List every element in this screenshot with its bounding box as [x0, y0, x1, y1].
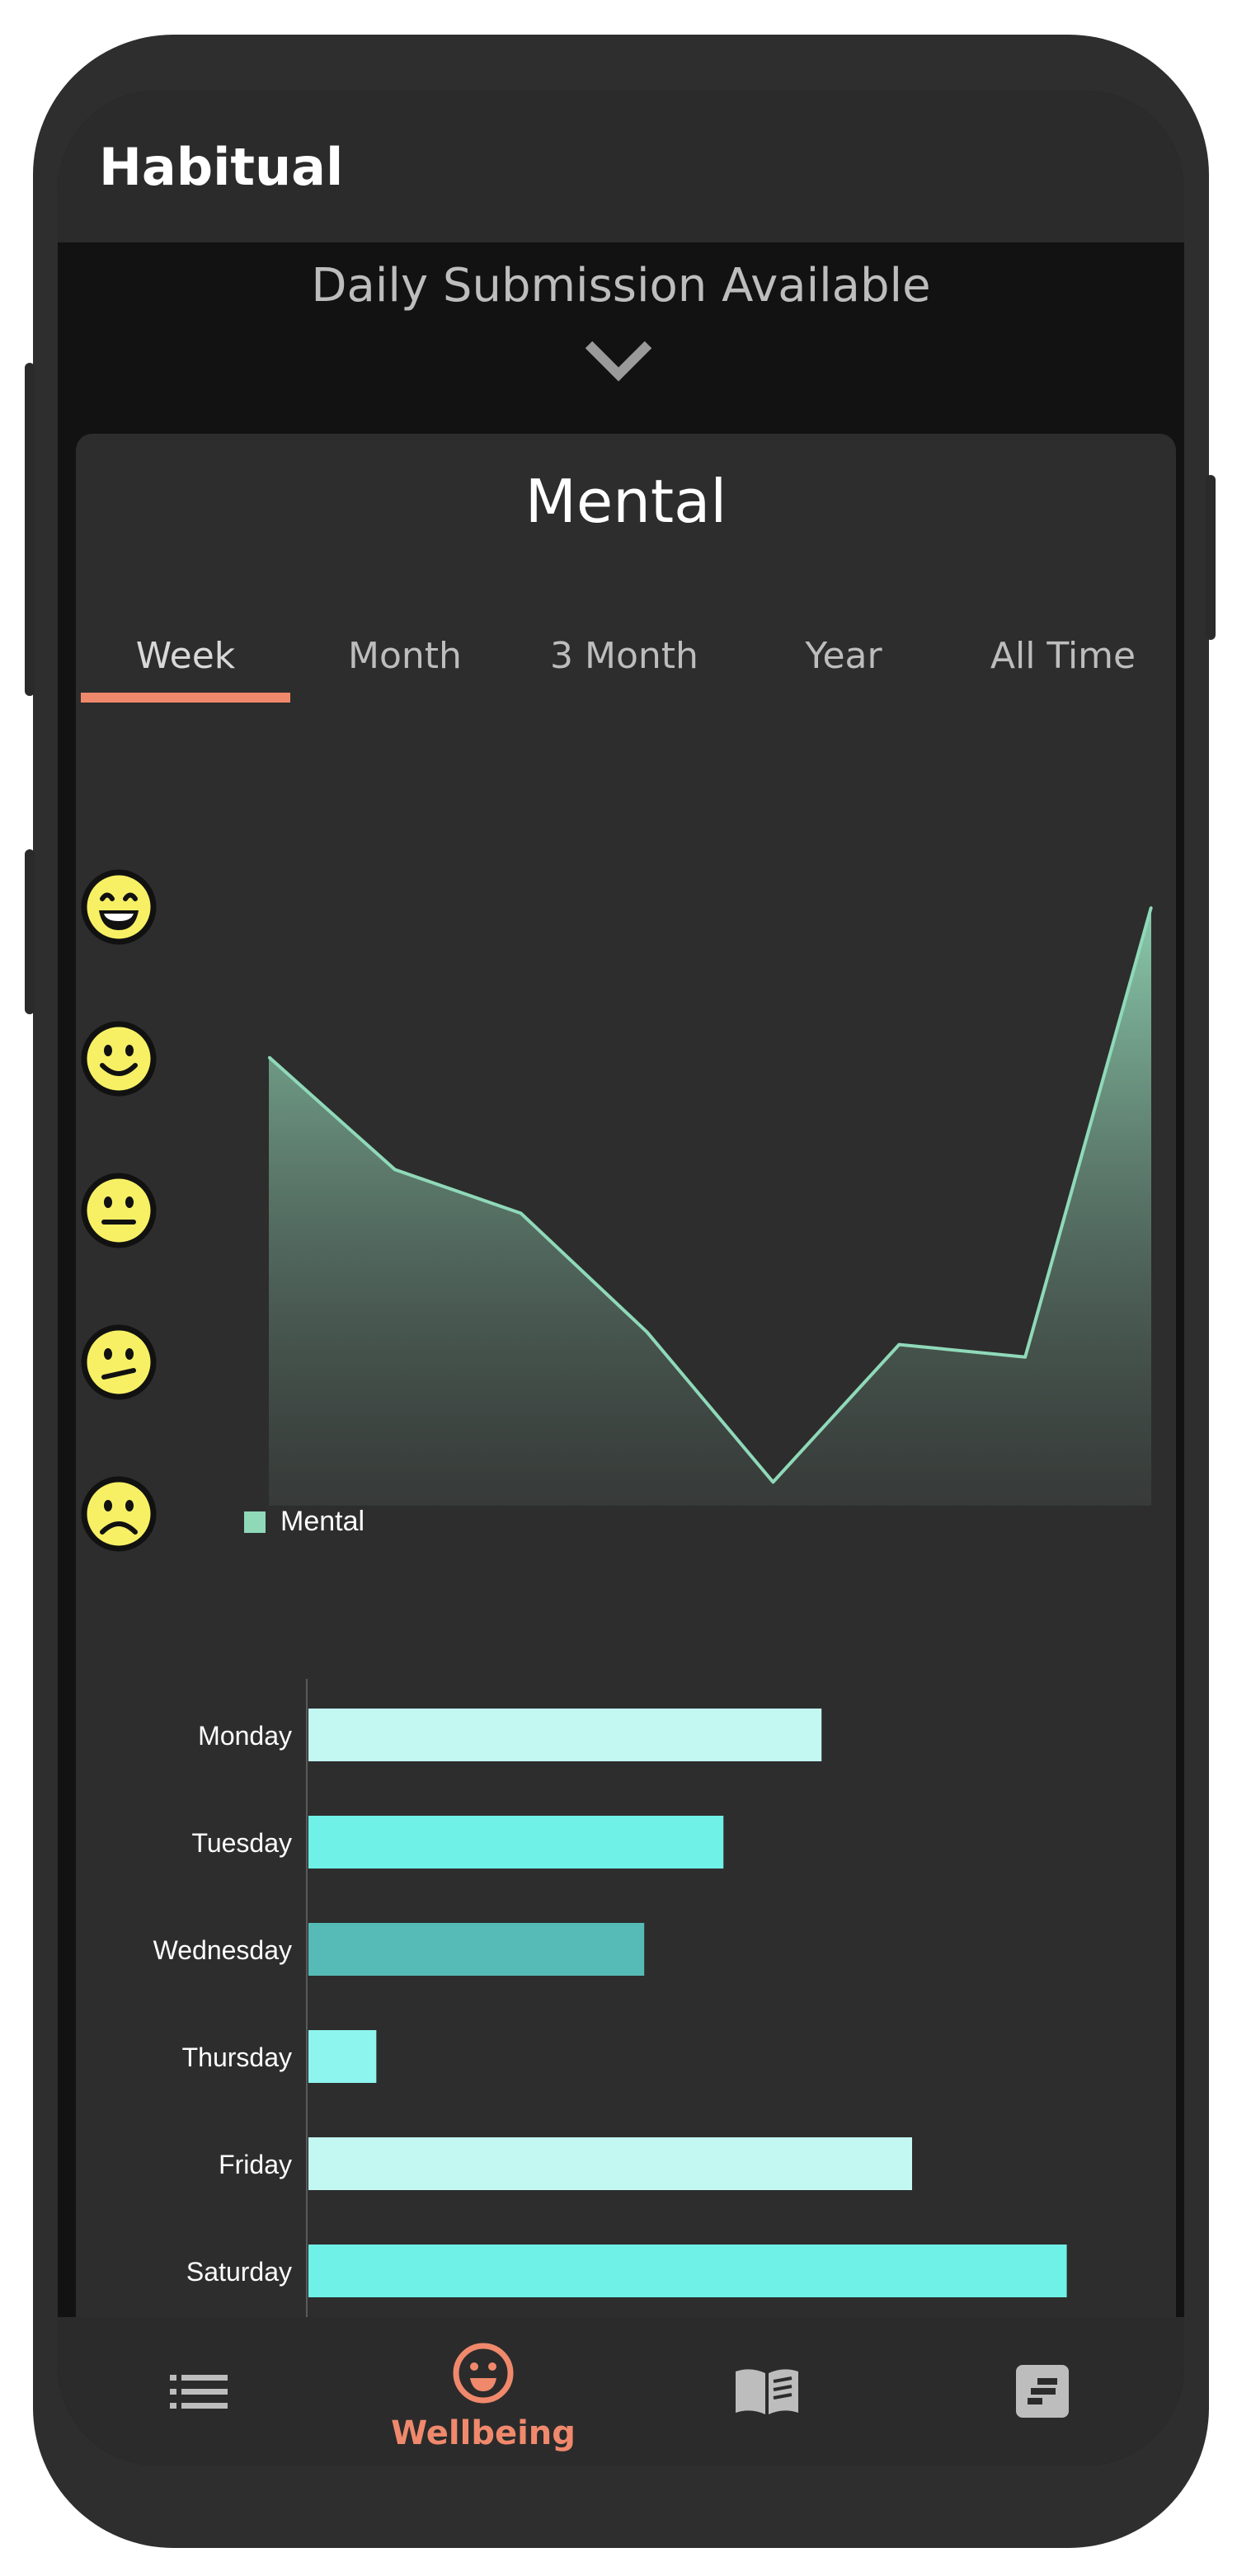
- chart-legend: Mental: [244, 1506, 365, 1538]
- phone-screen: Habitual Daily Submission Available Ment…: [58, 91, 1184, 2466]
- time-range-tabs: Week Month 3 Month Year All Time: [81, 617, 1171, 703]
- mental-chart-card: Mental Week Month 3 Month Year All Time: [76, 434, 1176, 2413]
- smiley-icon: [453, 2343, 514, 2404]
- volume-down-button: [25, 849, 35, 1014]
- frowning-face-icon: [81, 1476, 157, 1552]
- nav-item-notes[interactable]: [904, 2317, 1184, 2466]
- legend-label: Mental: [280, 1506, 365, 1537]
- bar-wednesday: [308, 1923, 645, 1976]
- mental-data-point: [772, 1481, 774, 1483]
- app-title: Habitual: [99, 137, 344, 197]
- daily-submission-text: Daily Submission Available: [311, 259, 931, 313]
- tab-month[interactable]: Month: [300, 617, 510, 696]
- legend-swatch-mental: [244, 1511, 266, 1533]
- app-bar: Habitual: [58, 91, 1184, 242]
- bar-label-wednesday: Wednesday: [153, 1935, 292, 1965]
- mental-data-point: [1150, 906, 1152, 908]
- mental-data-point: [268, 1055, 270, 1058]
- chevron-down-icon[interactable]: [584, 338, 653, 383]
- mental-data-point: [1024, 1356, 1027, 1358]
- tab-3-month[interactable]: 3 Month: [520, 617, 729, 696]
- daily-submission-banner[interactable]: Daily Submission Available: [58, 242, 1184, 429]
- grinning-face-icon: [81, 869, 157, 945]
- mental-data-point: [393, 1168, 396, 1171]
- bar-label-saturday: Saturday: [186, 2257, 292, 2287]
- smiling-face-icon: [81, 1021, 157, 1097]
- slightly-unhappy-face-icon: [81, 1324, 157, 1400]
- bar-label-friday: Friday: [219, 2150, 292, 2179]
- bar-label-monday: Monday: [198, 1721, 292, 1751]
- tab-all-time[interactable]: All Time: [958, 617, 1168, 696]
- active-tab-indicator: [81, 693, 290, 703]
- bar-thursday: [308, 2030, 377, 2083]
- nav-item-journal[interactable]: [628, 2317, 909, 2466]
- tab-label: All Time: [990, 635, 1136, 677]
- weekday-bar-chart: Monday Tuesday Wednesday Thursday Friday Satu…: [153, 1679, 1067, 2413]
- mental-data-point: [646, 1331, 648, 1333]
- mental-data-point: [520, 1212, 522, 1215]
- book-icon: [736, 2369, 798, 2414]
- list-icon: [170, 2375, 228, 2409]
- tab-label: Month: [348, 635, 462, 677]
- mental-area-fill: [269, 907, 1151, 1506]
- bar-saturday: [308, 2245, 1067, 2297]
- bar-friday: [308, 2137, 912, 2190]
- volume-up-button: [25, 363, 35, 696]
- nav-label-wellbeing: Wellbeing: [391, 2414, 576, 2452]
- neutral-face-icon: [81, 1173, 157, 1248]
- bar-monday: [308, 1709, 822, 1761]
- mental-area-chart: [267, 906, 1153, 1506]
- tab-label: 3 Month: [550, 635, 698, 677]
- tab-label: Year: [805, 635, 882, 677]
- card-title: Mental: [524, 467, 727, 536]
- bar-label-thursday: Thursday: [182, 2042, 292, 2072]
- power-button: [1206, 475, 1216, 640]
- mental-data-point: [898, 1343, 901, 1346]
- bottom-navigation: Wellbeing: [58, 2317, 1184, 2466]
- bar-tuesday: [308, 1816, 724, 1869]
- bar-label-tuesday: Tuesday: [191, 1828, 292, 1858]
- mental-series-line: [267, 906, 1153, 1484]
- nav-item-wellbeing[interactable]: Wellbeing: [343, 2317, 623, 2466]
- tab-week[interactable]: Week: [81, 617, 290, 703]
- nav-item-list[interactable]: [58, 2317, 338, 2466]
- tab-year[interactable]: Year: [739, 617, 948, 696]
- tab-label: Week: [135, 635, 236, 677]
- notes-icon: [1016, 2365, 1069, 2418]
